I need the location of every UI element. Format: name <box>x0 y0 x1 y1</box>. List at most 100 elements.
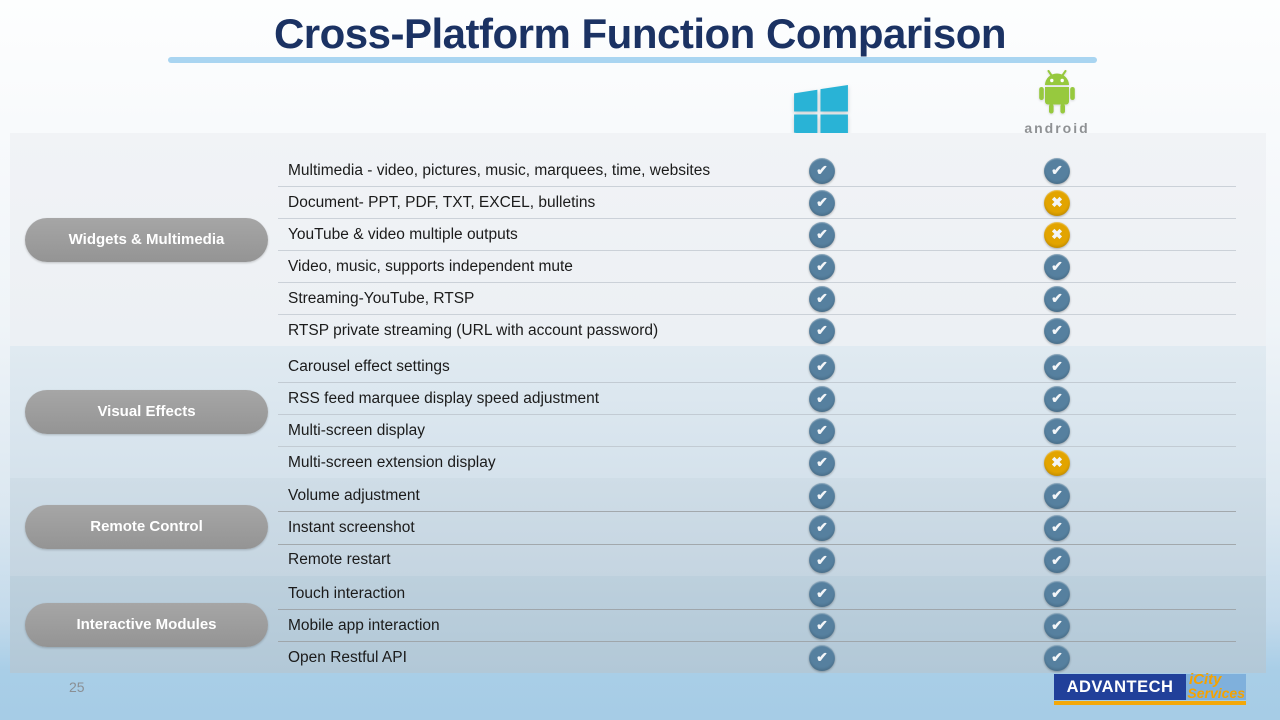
feature-label: Open Restful API <box>288 648 407 666</box>
android-status-cell: ✔ <box>1044 253 1070 280</box>
check-icon: ✔ <box>1044 580 1070 607</box>
android-status-cell: ✔ <box>1044 514 1070 541</box>
windows-status-cell: ✔ <box>809 580 835 607</box>
windows-status-cell: ✔ <box>809 317 835 344</box>
check-icon: ✔ <box>809 253 835 280</box>
page-title: Cross-Platform Function Comparison <box>273 10 1007 57</box>
comparison-table: Widgets & Multimedia Multimedia - video, … <box>10 133 1266 673</box>
feature-label: Multi-screen display <box>288 421 425 439</box>
windows-status-cell: ✔ <box>809 253 835 280</box>
advantech-icity-logo: ADVANTECH iCity Services <box>1054 671 1246 705</box>
table-row: Multi-screen display ✔ ✔ <box>278 415 1236 447</box>
check-icon: ✔ <box>809 449 835 476</box>
category-pill: Remote Control <box>25 505 268 549</box>
android-status-cell: ✔ <box>1044 612 1070 639</box>
check-icon: ✔ <box>1044 514 1070 541</box>
check-icon: ✔ <box>809 189 835 216</box>
android-status-cell: ✔ <box>1044 580 1070 607</box>
windows-status-cell: ✔ <box>809 385 835 412</box>
services-wordmark: Services <box>1187 685 1245 701</box>
check-icon: ✔ <box>1044 482 1070 509</box>
windows-status-cell: ✔ <box>809 612 835 639</box>
android-status-cell: ✔ <box>1044 547 1070 574</box>
table-row: Remote restart ✔ ✔ <box>278 545 1236 576</box>
feature-label: Streaming-YouTube, RTSP <box>288 289 475 307</box>
table-row: YouTube & video multiple outputs ✔ ✖ <box>278 219 1236 251</box>
check-icon: ✔ <box>1044 385 1070 412</box>
android-status-cell: ✖ <box>1044 221 1070 248</box>
check-icon: ✔ <box>809 580 835 607</box>
feature-label: Mobile app interaction <box>288 616 440 634</box>
check-icon: ✔ <box>1044 353 1070 380</box>
table-row: Multi-screen extension display ✔ ✖ <box>278 447 1236 478</box>
cross-icon: ✖ <box>1044 221 1070 248</box>
feature-label: RTSP private streaming (URL with account… <box>288 321 659 339</box>
windows-status-cell: ✔ <box>809 449 835 476</box>
android-status-cell: ✔ <box>1044 317 1070 344</box>
check-icon: ✔ <box>809 547 835 574</box>
android-status-cell: ✔ <box>1044 482 1070 509</box>
category-section: Widgets & Multimedia Multimedia - video, … <box>10 133 1266 346</box>
windows-status-cell: ✔ <box>809 189 835 216</box>
table-row: Streaming-YouTube, RTSP ✔ ✔ <box>278 283 1236 315</box>
check-icon: ✔ <box>1044 644 1070 671</box>
cross-icon: ✖ <box>1044 449 1070 476</box>
check-icon: ✔ <box>1044 253 1070 280</box>
feature-label: RSS feed marquee display speed adjustmen… <box>288 389 600 407</box>
check-icon: ✔ <box>1044 547 1070 574</box>
android-status-cell: ✔ <box>1044 417 1070 444</box>
category-pill: Visual Effects <box>25 390 268 434</box>
table-row: Mobile app interaction ✔ ✔ <box>278 610 1236 642</box>
check-icon: ✔ <box>809 417 835 444</box>
check-icon: ✔ <box>1044 417 1070 444</box>
feature-label: Video, music, supports independent mute <box>288 257 573 275</box>
android-status-cell: ✔ <box>1044 385 1070 412</box>
check-icon: ✔ <box>1044 285 1070 312</box>
windows-status-cell: ✔ <box>809 547 835 574</box>
check-icon: ✔ <box>809 612 835 639</box>
advantech-wordmark: ADVANTECH <box>1054 674 1186 700</box>
icity-wordmark: iCity <box>1189 671 1222 688</box>
windows-status-cell: ✔ <box>809 353 835 380</box>
android-status-cell: ✖ <box>1044 189 1070 216</box>
check-icon: ✔ <box>809 514 835 541</box>
feature-label: Instant screenshot <box>288 518 415 536</box>
android-status-cell: ✔ <box>1044 353 1070 380</box>
category-section: Remote Control Volume adjustment ✔ ✔ Instant… <box>10 478 1266 576</box>
check-icon: ✔ <box>809 317 835 344</box>
windows-status-cell: ✔ <box>809 514 835 541</box>
check-icon: ✔ <box>809 385 835 412</box>
check-icon: ✔ <box>809 221 835 248</box>
check-icon: ✔ <box>1044 157 1070 184</box>
table-row: Touch interaction ✔ ✔ <box>278 578 1236 610</box>
windows-status-cell: ✔ <box>809 221 835 248</box>
table-row: Carousel effect settings ✔ ✔ <box>278 351 1236 383</box>
check-icon: ✔ <box>809 644 835 671</box>
android-status-cell: ✔ <box>1044 285 1070 312</box>
check-icon: ✔ <box>809 157 835 184</box>
check-icon: ✔ <box>809 285 835 312</box>
feature-label: YouTube & video multiple outputs <box>288 225 518 243</box>
category-section: Interactive Modules Touch interaction ✔ ✔ Mo… <box>10 576 1266 673</box>
check-icon: ✔ <box>809 482 835 509</box>
feature-label: Remote restart <box>288 551 391 569</box>
table-row: Volume adjustment ✔ ✔ <box>278 480 1236 513</box>
table-row: RSS feed marquee display speed adjustmen… <box>278 383 1236 415</box>
table-row: Video, music, supports independent mute ✔… <box>278 251 1236 283</box>
feature-label: Carousel effect settings <box>288 357 450 375</box>
category-section: Visual Effects Carousel effect settings ✔ ✔… <box>10 346 1266 478</box>
android-wordmark: android <box>1024 120 1090 136</box>
android-status-cell: ✔ <box>1044 644 1070 671</box>
table-row: Document- PPT, PDF, TXT, EXCEL, bulletin… <box>278 187 1236 219</box>
feature-label: Touch interaction <box>288 584 406 602</box>
windows-status-cell: ✔ <box>809 482 835 509</box>
category-pill: Widgets & Multimedia <box>25 217 268 262</box>
feature-label: Volume adjustment <box>288 486 420 504</box>
title-underline <box>168 57 1097 63</box>
table-row: Multimedia - video, pictures, music, mar… <box>278 155 1236 187</box>
page-number: 25 <box>69 679 85 695</box>
android-robot-icon: android <box>1012 68 1102 136</box>
icity-services-panel: iCity Services <box>1186 671 1246 701</box>
windows-status-cell: ✔ <box>809 644 835 671</box>
